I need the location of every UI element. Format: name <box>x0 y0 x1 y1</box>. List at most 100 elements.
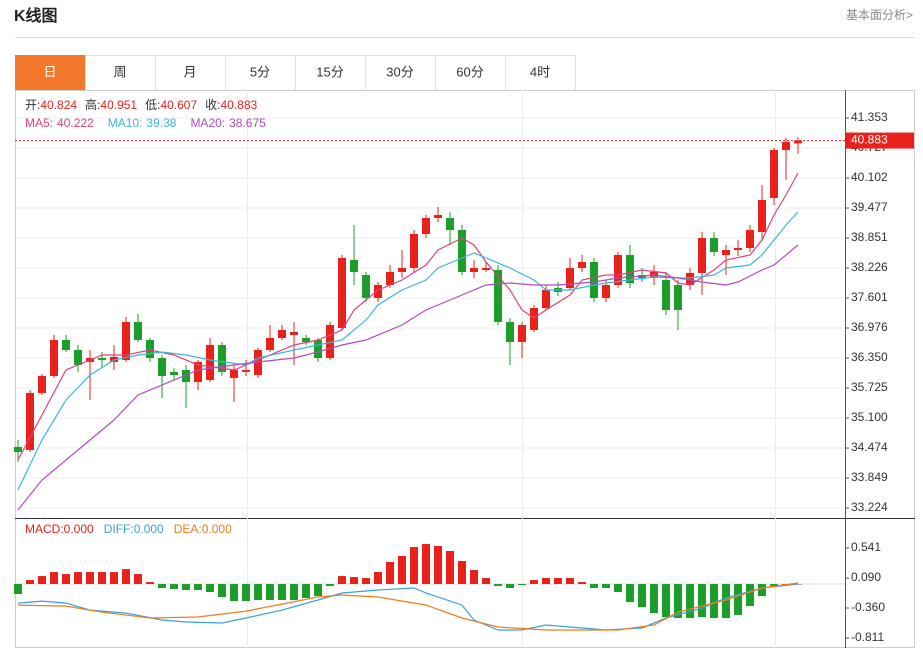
macd-bar <box>338 576 346 585</box>
macd-bar <box>206 584 214 593</box>
macd-bar <box>662 584 670 618</box>
candle-body <box>38 375 46 393</box>
candle-body <box>290 331 298 335</box>
plot: 41.35340.72740.10239.47738.85138.22637.6… <box>14 97 914 644</box>
tab-label[interactable]: 4时 <box>530 64 550 79</box>
candle-body <box>362 274 370 298</box>
macd-bar <box>434 546 442 585</box>
candle-body <box>206 344 214 380</box>
y-tick-label: 37.601 <box>851 290 888 304</box>
macd-bar <box>146 582 154 585</box>
tab[interactable] <box>505 55 576 91</box>
tab-label[interactable]: 15分 <box>316 64 343 79</box>
candle-body <box>182 369 190 382</box>
candle-body <box>338 257 346 328</box>
last-price-box <box>846 132 914 149</box>
candle-body <box>746 229 754 248</box>
candle-body <box>98 357 106 360</box>
candle-body <box>530 308 538 330</box>
candle-body <box>710 238 718 252</box>
quote-line: 开:40.824 高:40.951 低:40.607 收:40.883 <box>25 97 258 112</box>
tab-label[interactable]: 60分 <box>456 64 483 79</box>
macd-bar <box>290 584 298 601</box>
y-tick-label: 33.224 <box>851 500 888 514</box>
macd-bar <box>182 584 190 591</box>
candle-body <box>626 254 634 284</box>
tab-label[interactable]: 周 <box>113 64 126 79</box>
quote-value: 40.824 <box>40 98 77 112</box>
macd-name: MACD: <box>25 522 64 536</box>
chart-frame <box>15 90 915 648</box>
y-tick-label: 0.541 <box>851 540 881 554</box>
macd-bar <box>566 578 574 585</box>
candle-body <box>614 254 622 285</box>
candle-body <box>770 150 778 198</box>
quote-name: 高: <box>85 97 100 112</box>
ma-legend: MA5: 40.222 MA10: 39.38 MA20: 38.675 <box>25 116 266 130</box>
macd-bar <box>110 572 118 585</box>
analysis-link[interactable]: 基本面分析> <box>846 8 913 22</box>
quote-name: 低: <box>145 98 160 112</box>
candle-body <box>398 267 406 272</box>
macd-bar <box>554 578 562 585</box>
y-tick-label: 35.100 <box>851 410 888 424</box>
macd-bar <box>446 551 454 585</box>
y-tick-label: -0.360 <box>851 600 885 614</box>
macd-name: DEA: <box>174 522 202 536</box>
macd-value: 0.000 <box>134 522 164 536</box>
candle-body <box>146 339 154 358</box>
macd-legend: MACD:0.000 DIFF:0.000 DEA:0.000 <box>25 522 232 536</box>
macd-bar <box>62 574 70 585</box>
candle-body <box>758 200 766 233</box>
ma-value: 39.38 <box>146 116 176 130</box>
macd-bar <box>530 580 538 585</box>
line-series <box>17 244 799 511</box>
macd-bar <box>614 584 622 593</box>
macd-bar <box>518 584 526 586</box>
macd-bar <box>386 561 394 585</box>
candle-body <box>782 142 790 151</box>
y-tick-label: 39.477 <box>851 200 888 214</box>
y-tick-label: 38.226 <box>851 260 888 274</box>
candle-body <box>62 339 70 350</box>
macd-bar <box>326 584 334 587</box>
quote-value: 40.607 <box>160 98 197 112</box>
candle-body <box>314 339 322 358</box>
tab-label[interactable]: 5分 <box>250 64 270 79</box>
tab-label[interactable]: 30分 <box>386 64 413 79</box>
tab[interactable] <box>365 55 436 91</box>
y-tick-label: 41.353 <box>851 110 888 124</box>
candle-body <box>734 247 742 251</box>
macd-bar <box>626 584 634 603</box>
macd-bar <box>134 574 142 585</box>
macd-bar <box>158 584 166 589</box>
y-tick-label: 40.102 <box>851 170 888 184</box>
tab-label[interactable]: 日 <box>43 64 56 79</box>
candle-body <box>326 324 334 358</box>
y-tick-label: 0.090 <box>851 570 881 584</box>
macd-bar <box>674 584 682 619</box>
quote-value: 40.883 <box>220 98 257 112</box>
macd-bar <box>590 584 598 589</box>
ma-name: MA10: <box>108 116 143 130</box>
macd-bar <box>26 580 34 585</box>
candle-body <box>374 284 382 298</box>
macd-bar <box>74 572 82 585</box>
candle-body <box>422 218 430 234</box>
macd-bar <box>410 547 418 585</box>
candle-body <box>134 321 142 340</box>
candle-body <box>494 270 502 322</box>
macd-bar <box>266 584 274 601</box>
macd-bar <box>758 584 766 597</box>
candle-body <box>686 272 694 285</box>
candle-body <box>590 261 598 298</box>
macd-bar <box>242 584 250 602</box>
candle-body <box>446 218 454 230</box>
tab[interactable] <box>85 55 156 91</box>
candle-body <box>14 446 22 452</box>
macd-bar <box>542 578 550 585</box>
macd-bar <box>314 584 322 597</box>
candle-body <box>278 329 286 338</box>
tab-label[interactable]: 月 <box>183 64 196 79</box>
candle-body <box>26 392 34 450</box>
